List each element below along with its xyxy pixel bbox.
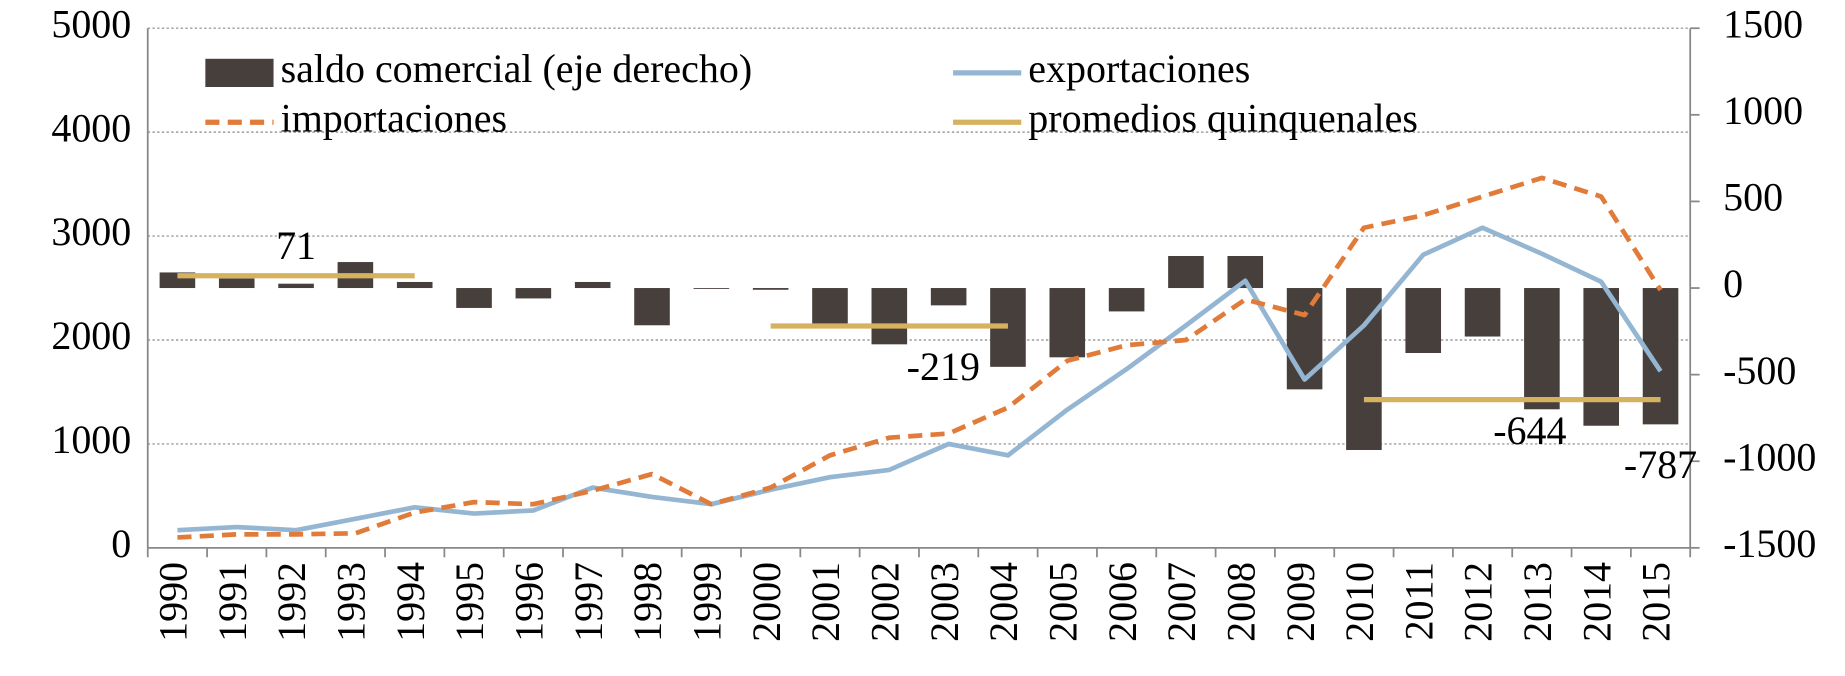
bar bbox=[1049, 288, 1086, 358]
x-tick-label: 2014 bbox=[1574, 562, 1619, 642]
data-label: -787 bbox=[1624, 442, 1697, 487]
average-label: -219 bbox=[907, 344, 980, 389]
x-tick-label: 1990 bbox=[151, 562, 196, 642]
x-tick-label: 1998 bbox=[625, 562, 670, 642]
x-tick-label: 2004 bbox=[981, 562, 1026, 642]
y2-tick-label: -1000 bbox=[1723, 434, 1816, 479]
y2-tick-label: -500 bbox=[1723, 348, 1796, 393]
legend-label: exportaciones bbox=[1028, 46, 1250, 91]
y2-tick-label: -1500 bbox=[1723, 521, 1816, 566]
bar bbox=[278, 283, 314, 289]
bar bbox=[871, 288, 908, 345]
x-tick-label: 2013 bbox=[1515, 562, 1560, 642]
x-tick-label: 1995 bbox=[447, 562, 492, 642]
x-tick-label: 1993 bbox=[329, 562, 374, 642]
x-tick-label: 2005 bbox=[1040, 562, 1085, 642]
bar bbox=[1168, 255, 1204, 289]
average-label: -644 bbox=[1493, 408, 1566, 453]
x-tick-label: 2010 bbox=[1337, 562, 1382, 642]
x-tick-label: 1992 bbox=[269, 562, 314, 642]
x-tick-label: 2002 bbox=[862, 562, 907, 642]
y-tick-label: 0 bbox=[111, 521, 131, 566]
x-tick-label: 2012 bbox=[1456, 562, 1501, 642]
x-tick-label: 2001 bbox=[803, 562, 848, 642]
bar bbox=[930, 288, 967, 306]
y2-tick-label: 0 bbox=[1723, 261, 1743, 306]
bar bbox=[1524, 288, 1560, 410]
y-tick-label: 2000 bbox=[51, 313, 131, 358]
x-tick-label: 1999 bbox=[685, 562, 730, 642]
legend-label: saldo comercial (eje derecho) bbox=[281, 46, 753, 91]
bar bbox=[218, 278, 255, 289]
x-tick-label: 1996 bbox=[507, 562, 552, 642]
legend-label: promedios quinquenales bbox=[1028, 95, 1418, 140]
average-label: 71 bbox=[276, 223, 316, 268]
x-tick-label: 1997 bbox=[566, 562, 611, 642]
bar bbox=[812, 288, 848, 325]
y2-tick-label: 1500 bbox=[1723, 1, 1803, 46]
x-tick-label: 2011 bbox=[1396, 562, 1441, 640]
bar bbox=[515, 288, 552, 299]
bar bbox=[1108, 288, 1145, 312]
bar bbox=[574, 281, 611, 289]
line bbox=[177, 225, 1663, 533]
legend-swatch bbox=[205, 58, 274, 87]
x-tick-label: 1994 bbox=[388, 562, 433, 642]
bar bbox=[1464, 288, 1501, 337]
legend-label: importaciones bbox=[281, 95, 507, 140]
x-tick-label: 2000 bbox=[744, 562, 789, 642]
bar bbox=[1583, 288, 1620, 426]
x-tick-label: 2006 bbox=[1100, 562, 1145, 642]
bar bbox=[1286, 288, 1323, 390]
bar bbox=[396, 281, 433, 289]
x-tick-label: 2003 bbox=[922, 562, 967, 642]
x-tick-label: 2015 bbox=[1634, 562, 1679, 642]
y-tick-label: 5000 bbox=[51, 1, 131, 46]
x-tick-label: 2008 bbox=[1218, 562, 1263, 642]
x-tick-label: 2009 bbox=[1278, 562, 1323, 642]
bar bbox=[456, 288, 492, 308]
y-tick-label: 4000 bbox=[51, 105, 131, 150]
bar bbox=[693, 288, 730, 289]
y2-tick-label: 500 bbox=[1723, 175, 1783, 220]
x-tick-label: 2007 bbox=[1159, 562, 1204, 642]
y-tick-label: 3000 bbox=[51, 209, 131, 254]
bar bbox=[752, 288, 789, 290]
x-tick-label: 1991 bbox=[210, 562, 255, 642]
bar bbox=[634, 288, 670, 326]
bar bbox=[1346, 288, 1382, 450]
line bbox=[177, 175, 1663, 540]
y-tick-label: 1000 bbox=[51, 417, 131, 462]
y2-tick-label: 1000 bbox=[1723, 88, 1803, 133]
bar bbox=[1405, 288, 1442, 353]
